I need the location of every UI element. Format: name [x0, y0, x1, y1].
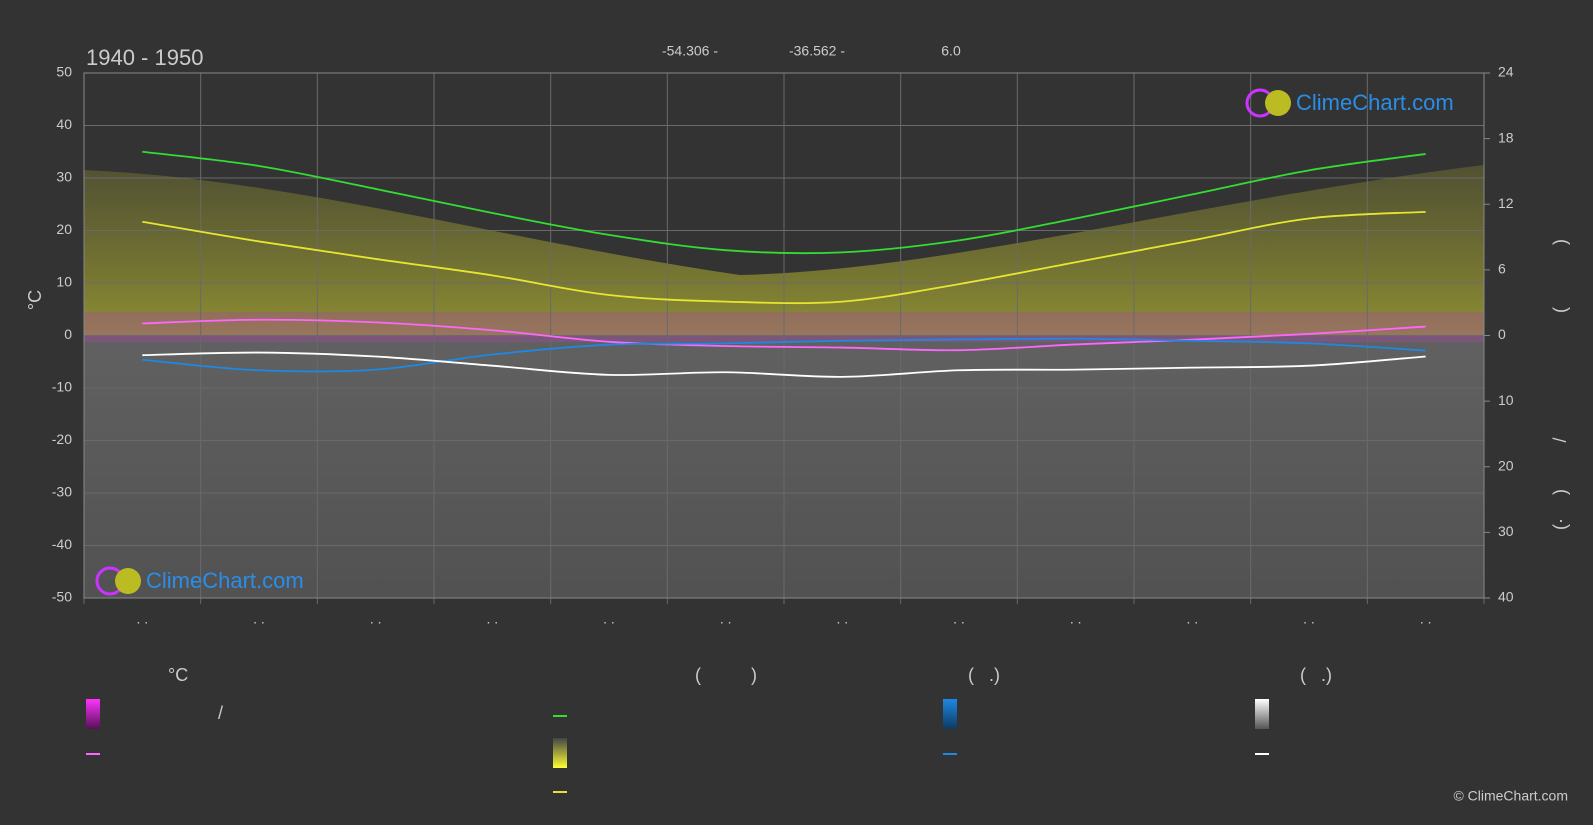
y3-axis-label: ) [1550, 489, 1570, 495]
y-tick-label: 0 [64, 326, 72, 342]
y-tick-label: 30 [56, 169, 72, 185]
subtitle: 6.0 [941, 43, 961, 59]
legend-header: ( .) [968, 665, 1000, 685]
legend-text: / [218, 703, 223, 723]
y2-tick-label: 18 [1498, 129, 1514, 145]
y2-tick-label: 0 [1498, 326, 1506, 342]
x-tick-label: . . [1303, 611, 1315, 627]
x-tick-label: . . [370, 611, 382, 627]
y-tick-label: 10 [56, 274, 72, 290]
x-tick-label: . . [253, 611, 265, 627]
y3-axis-label: / [1550, 437, 1570, 442]
series-line [142, 150, 1426, 255]
y2-tick-label: 24 [1498, 64, 1514, 80]
x-tick-label: . . [603, 611, 615, 627]
series-line [142, 337, 1426, 373]
y-tick-label: 20 [56, 221, 72, 237]
watermark-bottom: ClimeChart.com [95, 566, 304, 596]
x-tick-label: . . [1070, 611, 1082, 627]
y2-tick-label: 12 [1498, 195, 1514, 211]
y2-tick-label: 6 [1498, 261, 1506, 277]
y2-axis-label: ( [1550, 307, 1570, 313]
x-tick-label: . . [1186, 611, 1198, 627]
subtitle: -36.562 - [789, 43, 845, 59]
series-line [142, 351, 1426, 378]
y3-tick-label: 10 [1498, 392, 1514, 408]
watermark-top: ClimeChart.com [1245, 88, 1454, 118]
y3-tick-label: 20 [1498, 457, 1514, 473]
y-tick-label: -20 [52, 431, 72, 447]
watermark: ClimeChart.com [1296, 90, 1454, 115]
y-tick-label: -30 [52, 484, 72, 500]
series-line [142, 318, 1426, 352]
legend-swatch [1255, 699, 1269, 729]
y2-axis-label: ) [1550, 239, 1570, 245]
y-tick-label: -10 [52, 379, 72, 395]
legend-swatch [943, 699, 957, 729]
x-tick-label: . . [836, 611, 848, 627]
watermark: ClimeChart.com [146, 568, 304, 593]
y-tick-label: 50 [56, 64, 72, 80]
legend-swatch [86, 699, 100, 729]
y-axis-label: °C [25, 290, 45, 310]
legend-header: ( ) [695, 665, 757, 685]
x-tick-label: . . [136, 611, 148, 627]
legend-header: °C [168, 665, 188, 685]
x-tick-label: . . [486, 611, 498, 627]
y3-tick-label: 40 [1498, 589, 1514, 605]
legend-header: ( .) [1300, 665, 1332, 685]
chart-title: 1940 - 1950 [86, 45, 203, 70]
y-tick-label: 40 [56, 116, 72, 132]
y3-tick-label: 30 [1498, 523, 1514, 539]
copyright: © ClimeChart.com [1453, 788, 1568, 804]
legend-swatch [553, 738, 567, 768]
y-tick-label: -40 [52, 536, 72, 552]
subtitle: -54.306 - [662, 43, 718, 59]
x-tick-label: . . [953, 611, 965, 627]
y-tick-label: -50 [52, 589, 72, 605]
series-line [142, 211, 1426, 305]
y3-axis-label: (· [1550, 518, 1570, 530]
x-tick-label: . . [720, 611, 732, 627]
x-tick-label: . . [1420, 611, 1432, 627]
